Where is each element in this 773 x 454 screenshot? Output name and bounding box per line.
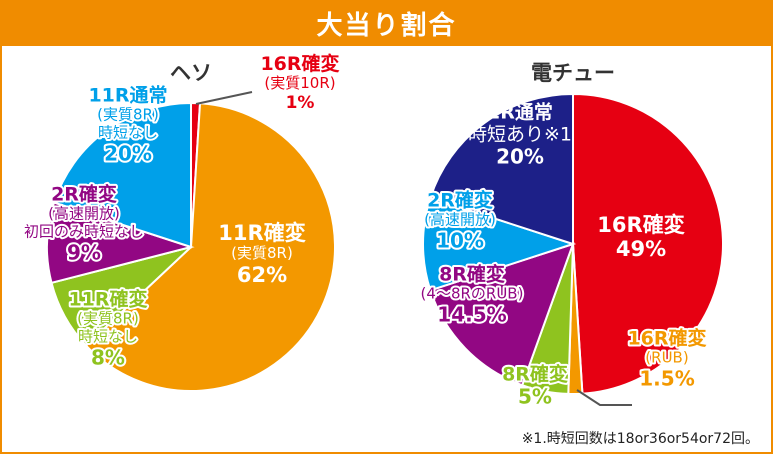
footnote: ※1.時短回数は18or36or54or72回。 [521, 431, 759, 447]
chart-header: 大当り割合 [0, 0, 773, 46]
pie-chart-2: 電チュー16R確変49%16R確変(RUB)1.5%8R確変5%8R確変(4～8… [419, 61, 724, 411]
slice-label-line: (実質8R) [231, 244, 293, 262]
slice-label-line: 16R確変 [627, 327, 706, 350]
pie-title: ヘソ [170, 61, 212, 85]
slice-label-line: (高速開放) [424, 211, 496, 229]
slice-label-line: 時短なし [78, 328, 138, 346]
slice-label-line: (実質10R) [264, 74, 335, 92]
slice-label-line: 11R確変 [68, 288, 147, 311]
slice-label-line: (RUB) [645, 349, 688, 367]
slice-label-line: 16R確変 [597, 213, 684, 237]
slice-label-line: 8% [91, 346, 125, 370]
leader-line [576, 389, 632, 406]
slice-label-line: (高速開放) [48, 205, 120, 223]
leader-line [195, 91, 253, 105]
slice-label-line: 2R確変 [51, 183, 117, 206]
pie-slice [84, 102, 336, 392]
slice-label-line: (4～8RのRUB) [421, 285, 524, 303]
slice-label: 16R確変(RUB)1.5% [625, 325, 708, 393]
slice-label-line: 20% [104, 142, 152, 166]
slice-label-line: 11R確変 [218, 221, 305, 245]
slice-label-line: 1.5% [639, 367, 694, 391]
header-title: 大当り割合 [316, 10, 457, 41]
slice-label: 2R確変(高速開放)10% [422, 187, 498, 255]
slice-label: 8R確変(4～8RのRUB)14.5% [419, 261, 526, 329]
slice-label-line: 初回のみ時短なし [24, 223, 144, 241]
slice-label-line: 2R確変 [427, 189, 493, 212]
slice-label-line: 時短あり※1 [468, 124, 572, 146]
slice-label-line: 2R通常 [487, 101, 553, 124]
pie-chart-1: ヘソ 16R確変(実質10R)1%11R確変(実質8R)62%11R確変(実質8R… [22, 50, 342, 392]
slice-label-line: 49% [616, 237, 666, 261]
slice-label-line: (実質8R) [97, 106, 159, 124]
pie-slice [46, 201, 195, 285]
pie-slice [572, 92, 724, 395]
slice-label-line: 1% [286, 93, 315, 113]
slice-label-line: 9% [67, 241, 101, 265]
pie-slice [422, 196, 577, 292]
pie-title: 電チュー [531, 61, 615, 85]
pie-slice [52, 101, 192, 249]
slice-label-line: 16R確変 [260, 52, 339, 75]
slice-label-line: 10% [436, 229, 484, 253]
slice-label-line: 8R確変 [439, 263, 505, 286]
slice-label-line: 8R確変 [502, 363, 568, 386]
slice-label-line: 20% [496, 145, 544, 169]
slice-label-line: (実質8R) [77, 310, 139, 328]
pie-slice [429, 92, 574, 246]
slice-label: 11R確変(実質8R)62% [218, 221, 305, 287]
slice-label: 16R確変(実質10R)1% [258, 50, 341, 115]
slice-label-line: 時短なし [98, 124, 158, 142]
slice-label-line: 62% [237, 263, 287, 287]
slice-label-line: 11R通常 [88, 84, 167, 107]
slice-label-line: 14.5% [437, 303, 506, 327]
slice-label-line: 5% [518, 385, 552, 409]
